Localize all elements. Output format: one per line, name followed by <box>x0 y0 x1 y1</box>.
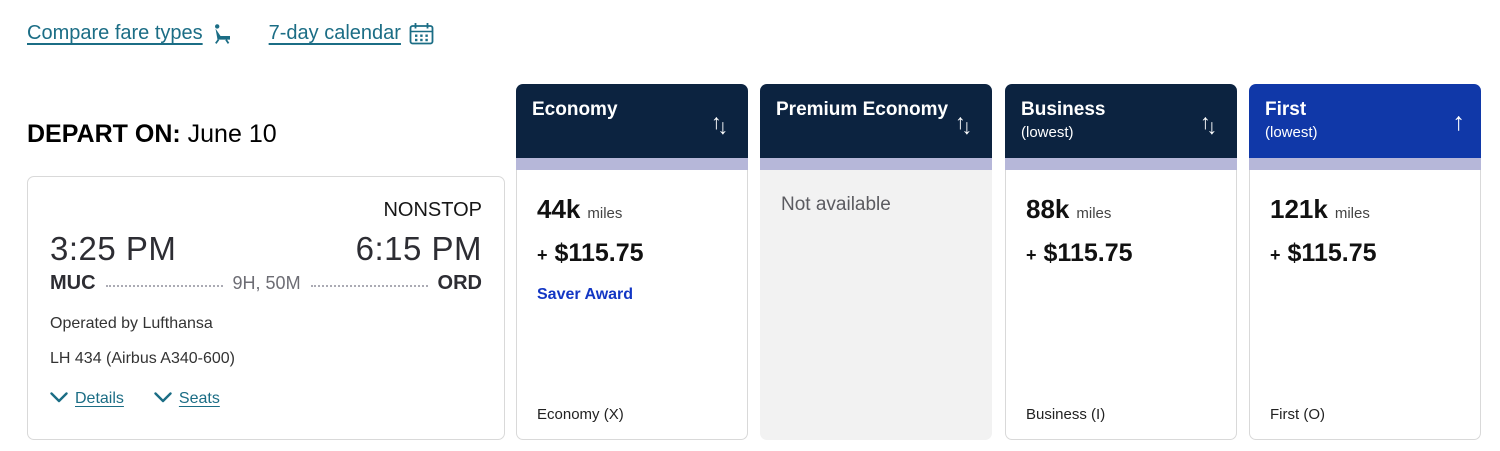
flight-card-links: Details Seats <box>50 390 482 408</box>
first-fare-cell: 121k miles + $115.75 First (O) <box>1249 170 1481 440</box>
fare-column-business: Business (lowest) ↑ ↓ 88k miles + $115.75… <box>1005 84 1237 440</box>
business-price-button[interactable]: + $115.75 <box>1026 239 1216 268</box>
stops-badge: NONSTOP <box>383 199 482 221</box>
business-header-label: Business <box>1021 99 1106 120</box>
economy-sort-header[interactable]: Economy ↑ ↓ <box>516 84 748 158</box>
cabin-color-strip <box>760 158 992 170</box>
sort-icon: ↑ ↓ <box>955 111 972 139</box>
saver-award-badge: Saver Award <box>537 286 634 303</box>
cabin-color-strip <box>516 158 748 170</box>
first-miles-value: 121k <box>1270 194 1328 224</box>
business-fare-cell: 88k miles + $115.75 Business (I) <box>1005 170 1237 440</box>
economy-price-value: $115.75 <box>554 239 644 267</box>
first-price-value: $115.75 <box>1287 239 1377 267</box>
business-miles-value: 88k <box>1026 194 1070 224</box>
depart-date: June 10 <box>187 120 277 148</box>
plus-sign: + <box>1270 245 1281 265</box>
business-price-value: $115.75 <box>1043 239 1133 267</box>
business-sort-header[interactable]: Business (lowest) ↑ ↓ <box>1005 84 1237 158</box>
operated-by-text: Operated by Lufthansa <box>50 315 213 332</box>
business-fare-class: Business (I) <box>1026 406 1106 423</box>
details-label: Details <box>75 390 124 407</box>
seat-icon <box>211 23 235 45</box>
seats-toggle[interactable]: Seats <box>154 390 220 408</box>
business-header-sublabel: (lowest) <box>1021 124 1074 141</box>
economy-price-button[interactable]: + $115.75 <box>537 239 727 268</box>
chevron-down-icon <box>50 390 68 408</box>
arrival-time: 6:15 PM <box>355 230 482 267</box>
first-header-label: First <box>1265 99 1307 120</box>
premium-economy-sort-header[interactable]: Premium Economy ↑ ↓ <box>760 84 992 158</box>
details-toggle[interactable]: Details <box>50 390 124 408</box>
flight-card: NONSTOP 3:25 PM 6:15 PM MUC 9H, 50M ORD … <box>27 176 505 440</box>
compare-fare-types-link[interactable]: Compare fare types <box>27 22 235 45</box>
plus-sign: + <box>537 245 548 265</box>
sort-icon: ↑ ↓ <box>1200 111 1217 139</box>
depart-label: DEPART ON: <box>27 120 181 148</box>
chevron-down-icon <box>154 390 172 408</box>
business-miles-unit: miles <box>1076 205 1112 222</box>
route-row: MUC 9H, 50M ORD <box>50 272 482 295</box>
departure-time: 3:25 PM <box>50 230 177 267</box>
sort-ascending-icon: ↑ <box>1452 108 1466 136</box>
first-miles-unit: miles <box>1334 205 1370 222</box>
not-available-text: Not available <box>781 194 891 215</box>
fare-column-economy: Economy ↑ ↓ 44k miles + $115.75 Saver Awa… <box>516 84 748 440</box>
origin-airport: MUC <box>50 272 96 294</box>
premium-economy-header-label: Premium Economy <box>776 99 949 120</box>
economy-miles-unit: miles <box>587 205 623 222</box>
route-dotted-line <box>105 284 223 287</box>
fare-column-first: First (lowest) ↑ 121k miles + $115.75 Fi… <box>1249 84 1481 440</box>
economy-fare-class: Economy (X) <box>537 406 624 423</box>
fare-column-premium-economy: Premium Economy ↑ ↓ Not available <box>760 84 992 440</box>
compare-fare-types-label: Compare fare types <box>27 22 203 44</box>
flight-duration: 9H, 50M <box>232 273 301 293</box>
flight-number-text: LH 434 (Airbus A340-600) <box>50 350 235 367</box>
cabin-color-strip <box>1005 158 1237 170</box>
seven-day-calendar-label: 7-day calendar <box>268 22 401 44</box>
times-row: 3:25 PM 6:15 PM <box>50 230 482 268</box>
first-header-sublabel: (lowest) <box>1265 124 1318 141</box>
first-sort-header[interactable]: First (lowest) ↑ <box>1249 84 1481 158</box>
toolbar: Compare fare types 7-day calendar <box>27 22 434 45</box>
depart-heading: DEPART ON: June 10 <box>27 120 277 149</box>
seats-label: Seats <box>178 390 220 407</box>
economy-miles-value: 44k <box>537 194 581 224</box>
economy-header-label: Economy <box>532 99 618 120</box>
cabin-color-strip <box>1249 158 1481 170</box>
destination-airport: ORD <box>437 272 482 294</box>
calendar-icon <box>409 22 434 45</box>
plus-sign: + <box>1026 245 1037 265</box>
route-dotted-line <box>310 284 428 287</box>
premium-economy-fare-cell: Not available <box>760 170 992 440</box>
sort-icon: ↑ ↓ <box>711 111 728 139</box>
first-price-button[interactable]: + $115.75 <box>1270 239 1460 268</box>
seven-day-calendar-link[interactable]: 7-day calendar <box>269 22 434 45</box>
first-fare-class: First (O) <box>1270 406 1325 423</box>
economy-fare-cell: 44k miles + $115.75 Saver Award Economy … <box>516 170 748 440</box>
